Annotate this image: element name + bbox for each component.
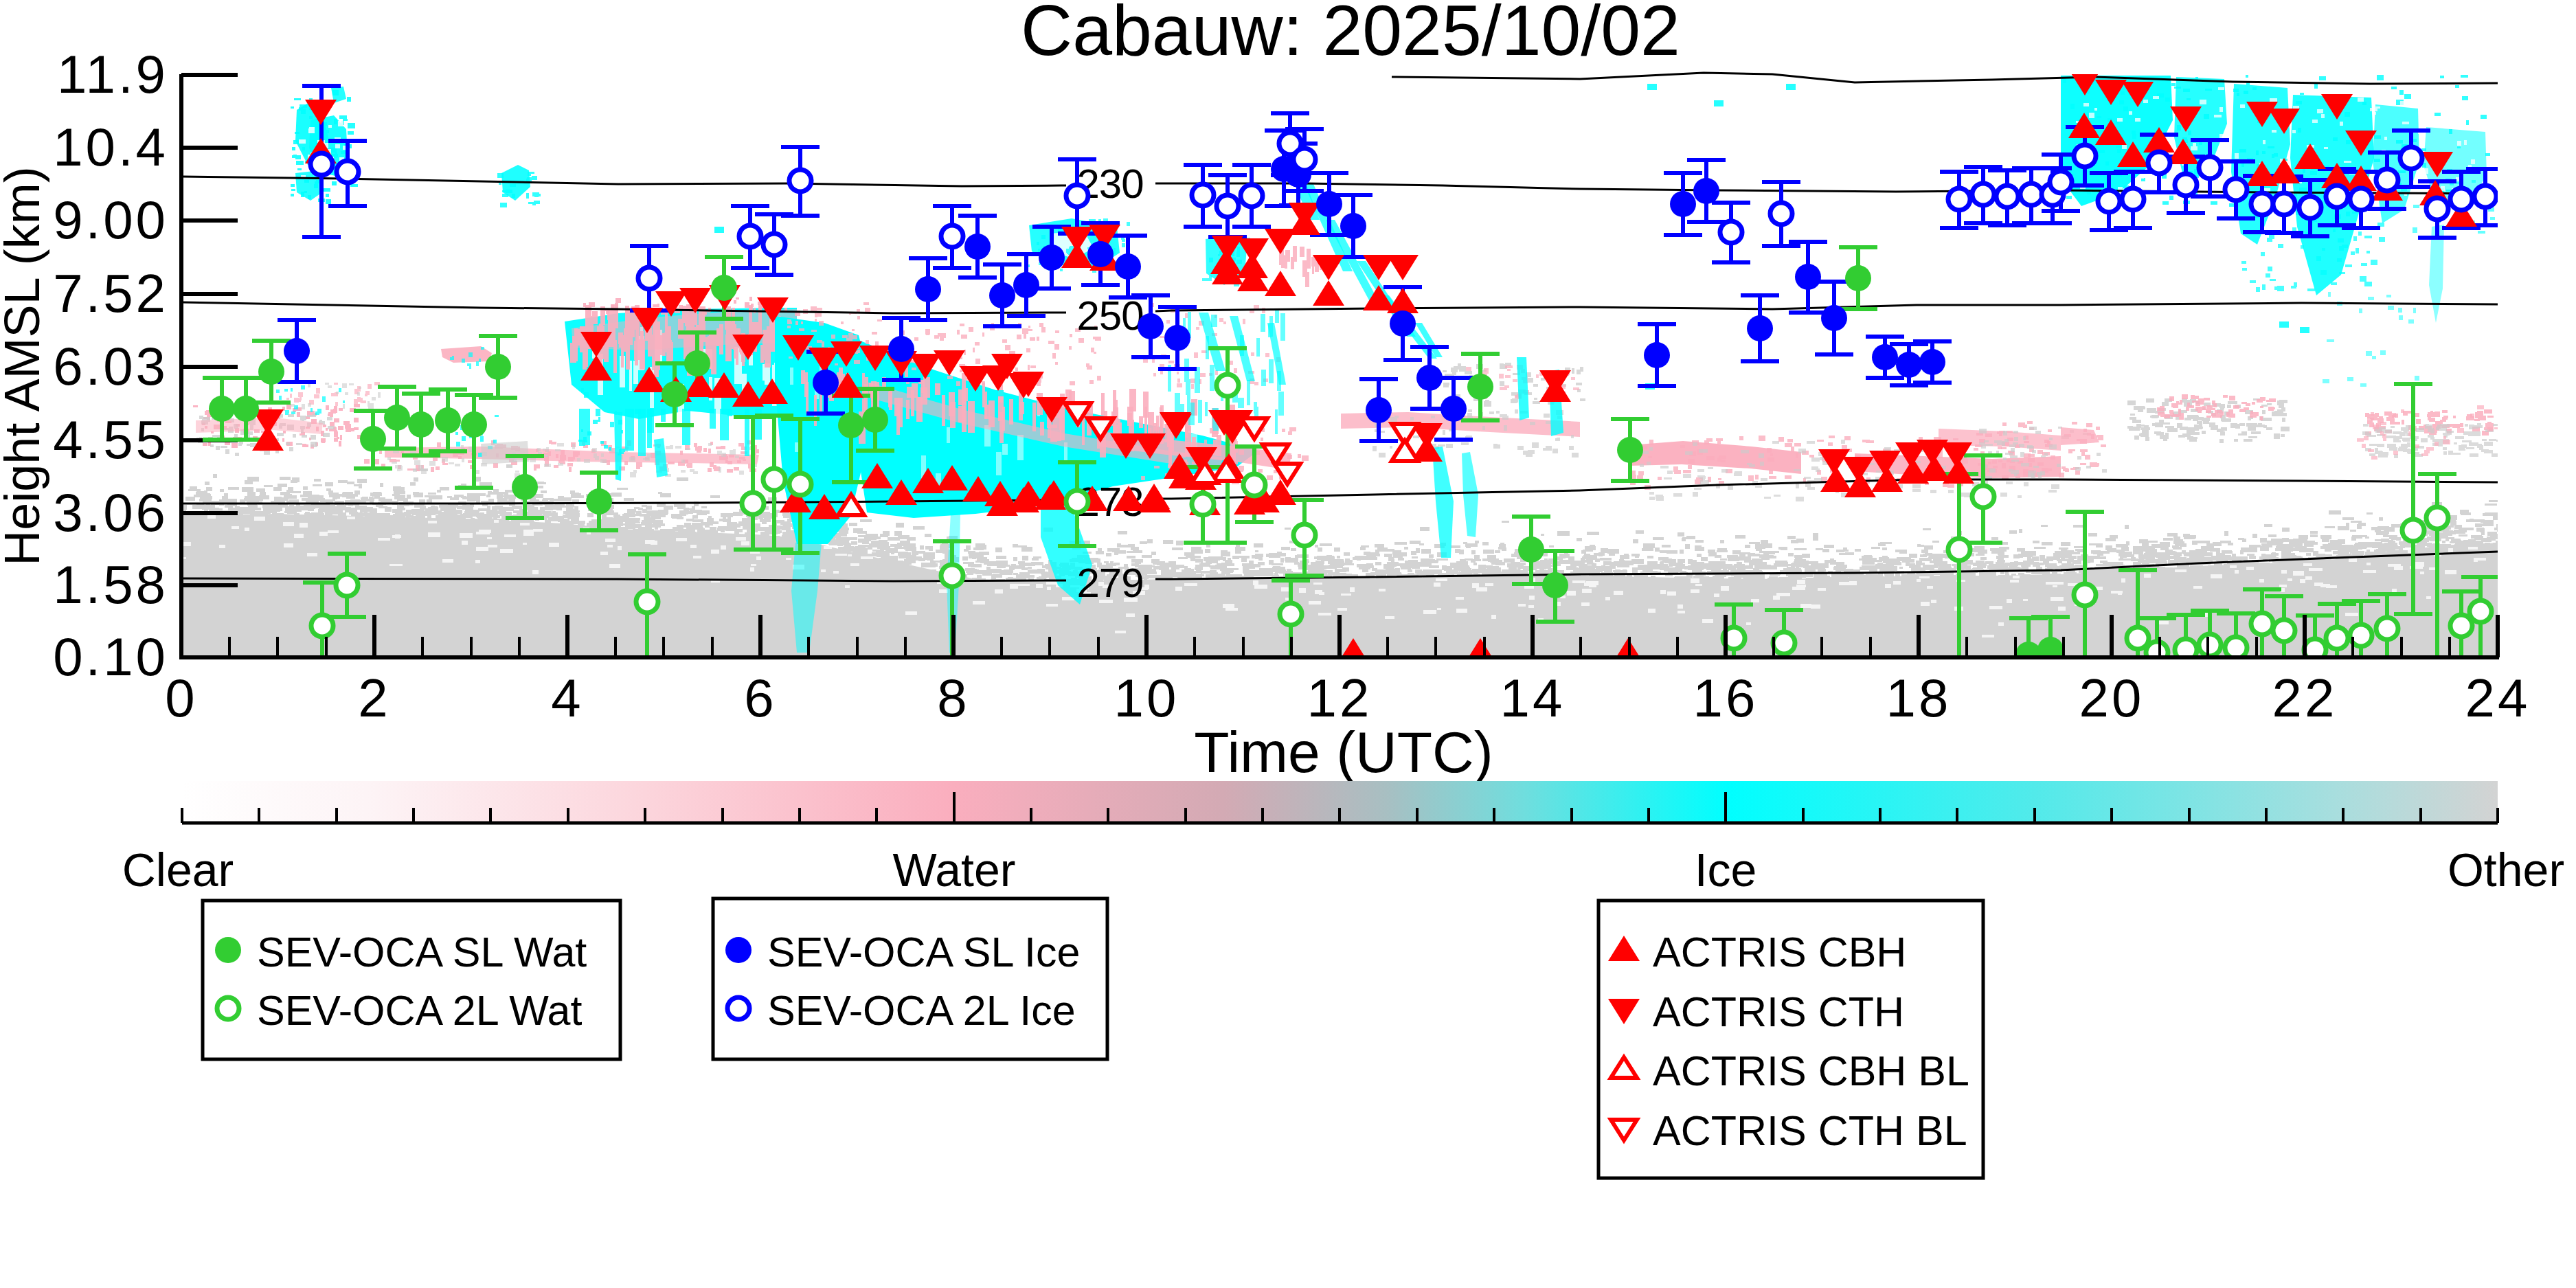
svg-text:SEV-OCA 2L Wat: SEV-OCA 2L Wat: [257, 987, 583, 1034]
svg-text:3.06: 3.06: [53, 482, 168, 543]
svg-text:6: 6: [744, 668, 776, 728]
svg-text:Clear: Clear: [122, 844, 234, 896]
svg-text:SEV-OCA 2L Ice: SEV-OCA 2L Ice: [767, 987, 1076, 1034]
svg-text:10: 10: [1114, 668, 1179, 728]
svg-text:22: 22: [2272, 668, 2338, 728]
svg-text:SEV-OCA SL Wat: SEV-OCA SL Wat: [257, 929, 587, 975]
svg-text:Cabauw: 2025/10/02: Cabauw: 2025/10/02: [1021, 0, 1680, 70]
svg-text:250: 250: [1076, 293, 1143, 339]
svg-text:20: 20: [2079, 668, 2145, 728]
svg-text:ACTRIS CTH: ACTRIS CTH: [1653, 988, 1904, 1035]
svg-text:11.9: 11.9: [57, 44, 168, 104]
svg-text:4.55: 4.55: [53, 409, 168, 470]
svg-text:0: 0: [165, 668, 197, 728]
svg-text:Height AMSL (km): Height AMSL (km): [0, 166, 49, 565]
svg-text:ACTRIS CBH BL: ACTRIS CBH BL: [1653, 1048, 1969, 1094]
svg-text:10.4: 10.4: [53, 117, 168, 177]
svg-text:ACTRIS CBH: ACTRIS CBH: [1653, 929, 1906, 975]
svg-text:9.00: 9.00: [53, 190, 168, 250]
svg-text:24: 24: [2465, 668, 2531, 728]
svg-text:18: 18: [1886, 668, 1952, 728]
svg-text:Ice: Ice: [1695, 844, 1757, 896]
svg-text:8: 8: [937, 668, 969, 728]
svg-text:1.58: 1.58: [53, 554, 168, 615]
svg-text:Time (UTC): Time (UTC): [1194, 720, 1493, 784]
svg-text:7.52: 7.52: [53, 263, 168, 324]
svg-text:Other: Other: [2448, 844, 2564, 896]
svg-text:0.10: 0.10: [53, 626, 168, 687]
svg-text:4: 4: [551, 668, 583, 728]
svg-text:ACTRIS CTH BL: ACTRIS CTH BL: [1653, 1107, 1967, 1154]
svg-text:16: 16: [1693, 668, 1759, 728]
svg-text:279: 279: [1076, 560, 1143, 606]
svg-text:Water: Water: [893, 844, 1016, 896]
svg-text:6.03: 6.03: [53, 336, 168, 396]
svg-text:2: 2: [358, 668, 390, 728]
svg-text:SEV-OCA SL Ice: SEV-OCA SL Ice: [767, 929, 1080, 975]
svg-text:14: 14: [1500, 668, 1566, 728]
svg-text:12: 12: [1307, 668, 1372, 728]
